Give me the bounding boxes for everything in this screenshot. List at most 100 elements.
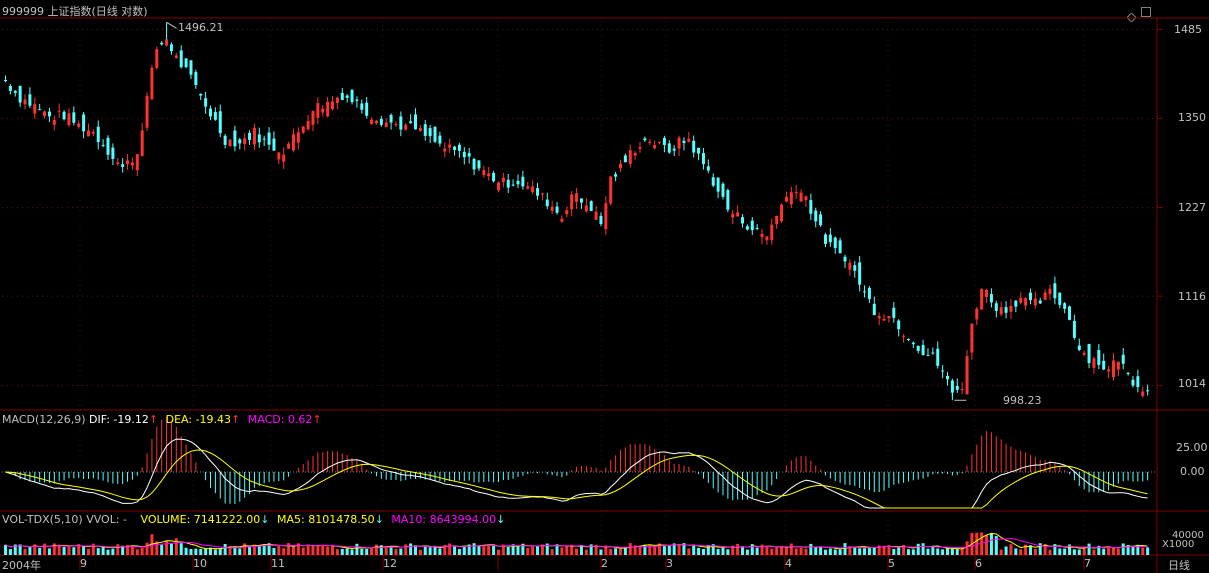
volume-bar-up (794, 548, 798, 555)
volume-bar-down (365, 549, 369, 555)
volume-bar-down (1102, 548, 1106, 555)
volume-bar-down (267, 543, 271, 555)
candle-up (882, 318, 886, 321)
volume-bar-down (823, 549, 827, 555)
volume-bar-down (13, 544, 17, 555)
candle-down (599, 215, 603, 225)
period-label[interactable]: 日线 (1168, 559, 1190, 572)
candle-up (418, 128, 422, 131)
volume-bar-down (233, 546, 237, 555)
volume-bar-up (877, 545, 881, 555)
candle-down (706, 166, 710, 171)
candle-down (257, 134, 261, 143)
volume-bar-up (91, 543, 95, 555)
volume-bar-up (306, 545, 310, 555)
volume-bar-down (536, 545, 540, 555)
volume-bar-down (745, 549, 749, 555)
candle-up (975, 308, 979, 320)
candle-up (384, 122, 388, 128)
candle-up (501, 177, 505, 183)
volume-bar-down (511, 544, 515, 555)
high-price-label: 1496.21 (178, 21, 224, 34)
candle-down (423, 124, 427, 136)
candle-down (413, 114, 417, 130)
volume-bar-up (448, 543, 452, 555)
candle-down (643, 138, 647, 141)
volume-bar-down (1068, 544, 1072, 555)
candle-up (443, 148, 447, 152)
volume-bar-up (609, 548, 613, 555)
candle-down (989, 293, 993, 303)
vol-unit-label: X1000 (1160, 539, 1197, 550)
volume-bar-down (1038, 543, 1042, 555)
volume-bar-down (28, 547, 32, 555)
volume-bar-down (1072, 549, 1076, 555)
volume-bar-down (1097, 545, 1101, 555)
candle-down (692, 140, 696, 153)
candle-up (760, 233, 764, 238)
candle-up (165, 39, 169, 46)
candle-down (950, 380, 954, 393)
volume-bar-down (833, 549, 837, 555)
chart-title: 999999 上证指数(日线 对数) (2, 5, 148, 18)
candle-up (145, 95, 149, 128)
volume-bar-down (1028, 545, 1032, 555)
candle-down (614, 174, 618, 177)
candle-down (389, 114, 393, 123)
candle-up (155, 49, 159, 68)
volume-bar-up (848, 546, 852, 555)
candle-up (86, 130, 90, 137)
volume-bar-up (86, 548, 90, 555)
candle-down (101, 144, 105, 146)
volume-bar-down (82, 546, 86, 555)
volume-bar-down (462, 546, 466, 555)
price-candles (4, 38, 1150, 398)
candle-down (936, 348, 940, 366)
volume-bar-down (423, 546, 427, 555)
candle-up (765, 236, 769, 241)
candle-up (67, 113, 71, 126)
candle-down (506, 179, 510, 188)
candle-down (365, 102, 369, 116)
chart-frame (0, 17, 1209, 573)
candle-up (653, 144, 657, 149)
candle-up (306, 120, 310, 130)
volume-bar-down (47, 548, 51, 555)
candle-up (628, 150, 632, 164)
candle-down (516, 180, 520, 185)
candle-down (697, 147, 701, 154)
candle-up (282, 154, 286, 162)
volume-bar-up (531, 546, 535, 555)
candle-down (433, 127, 437, 142)
volume-bar-down (345, 548, 349, 555)
candle-up (228, 139, 232, 147)
candle-down (38, 109, 42, 111)
candle-up (91, 131, 95, 134)
candle-down (467, 153, 471, 157)
macd-tick-0: 0.00 (1180, 465, 1205, 478)
candle-down (741, 217, 745, 224)
volume-bar-up (418, 549, 422, 555)
candle-down (838, 240, 842, 254)
candle-up (565, 210, 569, 215)
volume-bar-down (926, 548, 930, 555)
up-arrow-icon: ↑ (148, 413, 159, 426)
volume-bar-up (443, 544, 447, 555)
volume-bar-down (931, 545, 935, 555)
candle-down (994, 303, 998, 312)
window-restore-icon[interactable] (1141, 7, 1151, 17)
candle-down (160, 42, 164, 45)
volume-bar-down (389, 546, 393, 555)
volume-bar-down (545, 543, 549, 555)
candle-up (1048, 288, 1052, 295)
candle-down (47, 111, 51, 117)
vol-name: VOL-TDX(5,10) (2, 513, 83, 526)
candle-down (931, 352, 935, 354)
volume-bar-down (741, 546, 745, 555)
candle-up (116, 162, 120, 164)
candle-down (204, 98, 208, 107)
volume-bar-down (692, 545, 696, 555)
candle-down (213, 111, 217, 120)
volume-bar-down (472, 543, 476, 555)
